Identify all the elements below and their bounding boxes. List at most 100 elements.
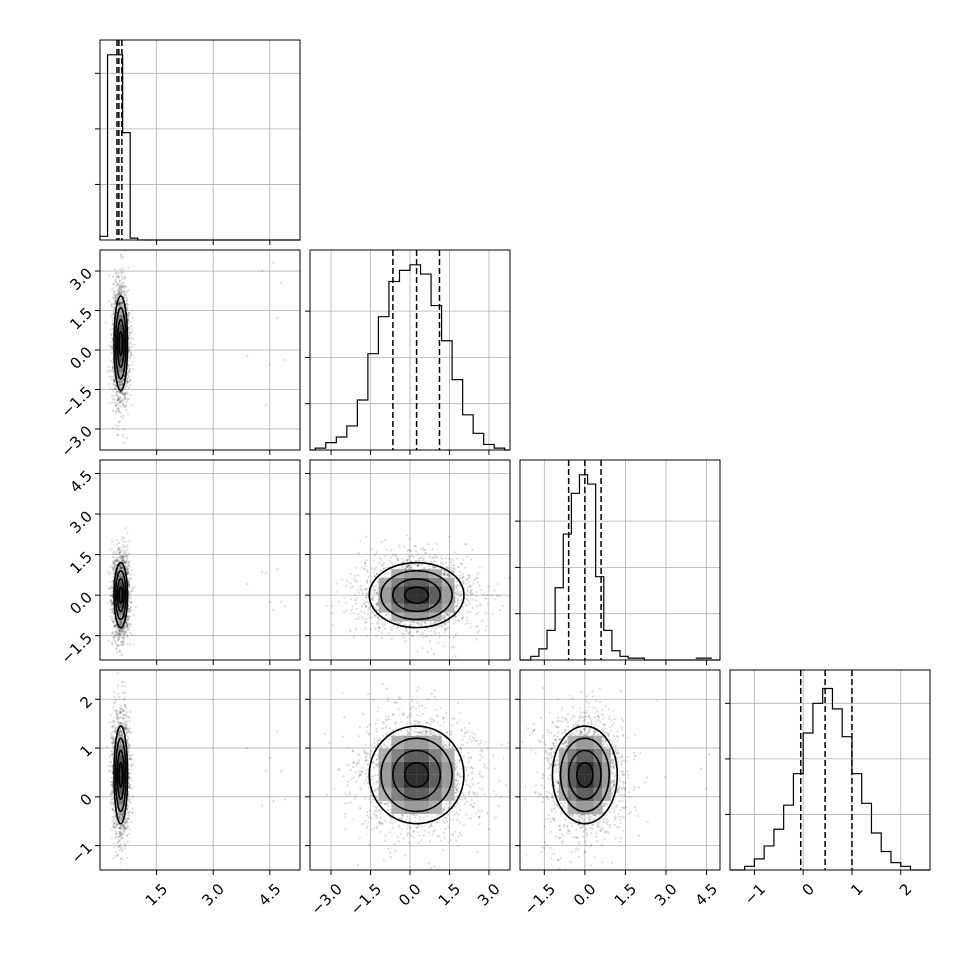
sample-point	[122, 629, 125, 632]
sample-point	[115, 398, 119, 401]
sample-point	[442, 572, 445, 576]
sample-point	[451, 570, 455, 573]
sample-point	[116, 390, 119, 393]
sample-point	[127, 363, 130, 366]
sample-point	[118, 301, 121, 305]
scatter-panel-1-0: −3.0−1.50.01.53.0	[58, 249, 301, 461]
sample-point	[117, 398, 120, 402]
sample-point	[123, 392, 127, 396]
sample-point	[364, 564, 367, 567]
sample-point	[113, 625, 116, 628]
sample-point	[382, 567, 385, 571]
sample-point	[113, 625, 116, 628]
sample-point	[456, 597, 459, 600]
sample-point	[123, 289, 126, 293]
sample-point	[117, 549, 121, 552]
sample-point	[120, 623, 123, 627]
histogram-bar	[463, 415, 474, 450]
sample-point	[355, 602, 358, 605]
sample-point	[437, 641, 440, 644]
sample-point	[127, 568, 130, 571]
sample-point	[452, 616, 456, 620]
sample-point	[112, 570, 115, 573]
sample-point	[398, 567, 401, 570]
sample-point	[126, 400, 129, 403]
sample-point	[380, 636, 383, 640]
sample-point	[111, 368, 114, 371]
sample-point	[391, 562, 394, 565]
sample-point	[113, 380, 116, 383]
sample-point	[118, 302, 121, 305]
sample-point	[117, 282, 120, 285]
density-cell	[120, 324, 124, 334]
sample-point	[118, 629, 121, 632]
sample-point	[113, 387, 117, 390]
sample-point	[429, 629, 432, 633]
sample-point	[349, 586, 352, 589]
sample-point	[117, 424, 120, 427]
sample-point	[127, 386, 130, 389]
sample-point	[119, 391, 122, 394]
sample-point	[118, 287, 121, 290]
sample-point	[124, 551, 127, 554]
density-cell	[120, 352, 124, 363]
sample-point	[115, 538, 118, 542]
sample-point	[116, 398, 120, 401]
sample-point	[465, 543, 468, 546]
sample-point	[403, 545, 406, 548]
sample-point	[121, 628, 124, 631]
sample-point	[422, 556, 425, 559]
sample-point	[372, 597, 375, 600]
sample-point	[119, 622, 122, 625]
histogram-bar	[754, 859, 764, 870]
sample-point	[373, 575, 377, 578]
sample-point	[437, 632, 440, 635]
sample-point	[120, 383, 123, 386]
sample-point	[119, 302, 122, 305]
sample-point	[461, 606, 464, 609]
sample-point	[113, 569, 116, 572]
sample-point	[118, 541, 121, 545]
sample-point	[110, 304, 113, 307]
sample-point	[127, 615, 131, 618]
sample-point	[365, 617, 368, 620]
sample-point	[128, 593, 131, 596]
sample-point	[110, 378, 113, 381]
sample-point	[109, 359, 113, 363]
sample-point	[468, 592, 472, 595]
sample-point	[417, 622, 420, 625]
sample-point	[120, 285, 123, 289]
sample-point	[375, 635, 378, 638]
sample-point	[422, 547, 425, 550]
histogram-outline	[310, 264, 510, 451]
sample-point	[382, 624, 385, 628]
sample-point	[453, 622, 456, 625]
sample-point	[119, 565, 122, 568]
sample-point	[117, 303, 121, 306]
sample-point	[123, 405, 126, 409]
sample-point	[117, 644, 120, 647]
sample-point	[126, 392, 129, 395]
sample-point	[127, 571, 130, 574]
sample-point	[127, 266, 130, 269]
sample-point	[116, 633, 119, 636]
sample-point	[351, 605, 354, 608]
sample-point	[110, 333, 113, 336]
sample-point	[375, 609, 378, 612]
sample-point	[128, 346, 131, 350]
sample-point	[114, 272, 117, 275]
sample-point	[111, 632, 115, 635]
sample-point	[126, 531, 129, 535]
y-tick-label: −3.0	[58, 422, 96, 460]
sample-point	[365, 581, 369, 585]
sample-point	[110, 642, 114, 645]
sample-point	[119, 411, 122, 414]
sample-point	[353, 574, 356, 577]
sample-point	[350, 608, 353, 612]
sample-point	[396, 557, 399, 560]
sample-point	[261, 269, 264, 273]
sample-point	[405, 565, 409, 568]
sample-point	[130, 327, 133, 330]
sample-point	[475, 612, 478, 616]
sample-point	[127, 371, 130, 374]
